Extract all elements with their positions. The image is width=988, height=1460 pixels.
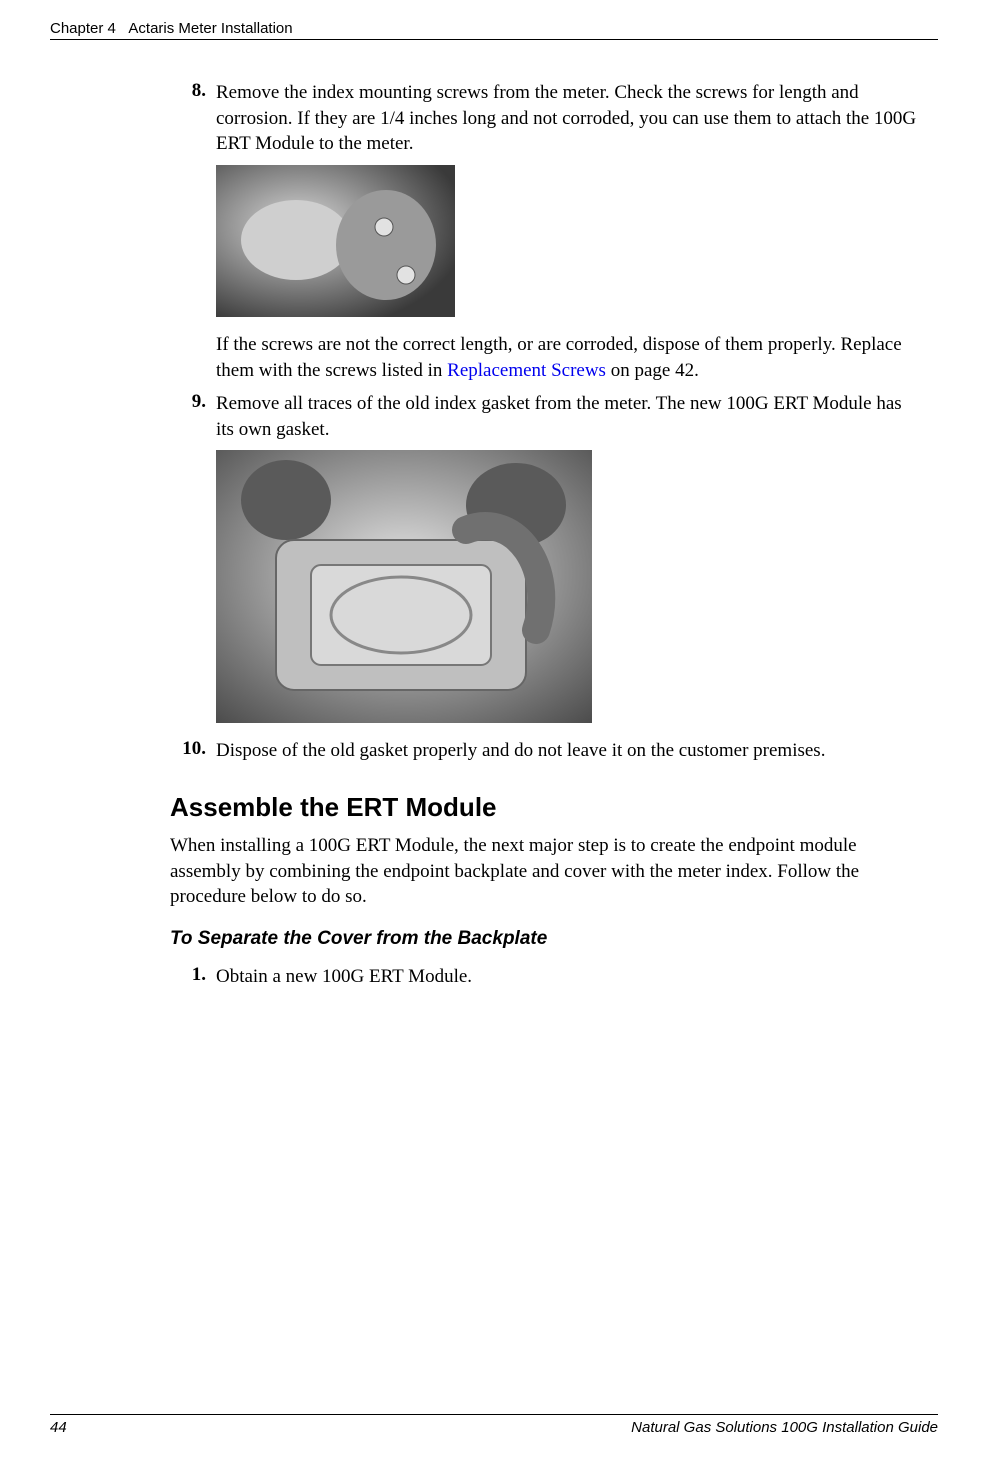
step-1: 1. Obtain a new 100G ERT Module. <box>170 964 918 990</box>
section-heading: Assemble the ERT Module <box>170 792 918 823</box>
photo-icon <box>216 165 455 317</box>
step-text: Remove all traces of the old index gaske… <box>216 391 918 442</box>
step-number: 1. <box>170 964 216 990</box>
step-number: 10. <box>170 738 216 764</box>
section-intro: When installing a 100G ERT Module, the n… <box>170 833 918 910</box>
text-suffix: on page 42. <box>606 360 699 381</box>
step-text: Obtain a new 100G ERT Module. <box>216 964 918 990</box>
step-text: If the screws are not the correct length… <box>216 332 918 383</box>
content-area: 8. Remove the index mounting screws from… <box>170 80 918 990</box>
step-10: 10. Dispose of the old gasket properly a… <box>170 738 918 764</box>
chapter-label: Chapter 4 <box>50 20 116 37</box>
step-8: 8. Remove the index mounting screws from… <box>170 80 918 157</box>
step-9: 9. Remove all traces of the old index ga… <box>170 391 918 442</box>
photo-icon <box>216 450 592 723</box>
step-text: Remove the index mounting screws from th… <box>216 80 918 157</box>
footer-title: Natural Gas Solutions 100G Installation … <box>631 1419 938 1436</box>
replacement-screws-link[interactable]: Replacement Screws <box>447 360 606 381</box>
step-8-continued: If the screws are not the correct length… <box>170 332 918 383</box>
page-footer: 44 Natural Gas Solutions 100G Installati… <box>50 1414 938 1436</box>
step-number-blank <box>170 332 216 383</box>
chapter-title: Actaris Meter Installation <box>128 20 292 37</box>
step-number: 9. <box>170 391 216 442</box>
step-number: 8. <box>170 80 216 157</box>
step-text: Dispose of the old gasket properly and d… <box>216 738 918 764</box>
figure-gasket <box>216 450 918 728</box>
page: Chapter 4 Actaris Meter Installation 8. … <box>0 0 988 1460</box>
page-number: 44 <box>50 1419 67 1436</box>
page-header: Chapter 4 Actaris Meter Installation <box>50 20 938 40</box>
subheading: To Separate the Cover from the Backplate <box>170 928 918 950</box>
figure-screws <box>216 165 918 322</box>
